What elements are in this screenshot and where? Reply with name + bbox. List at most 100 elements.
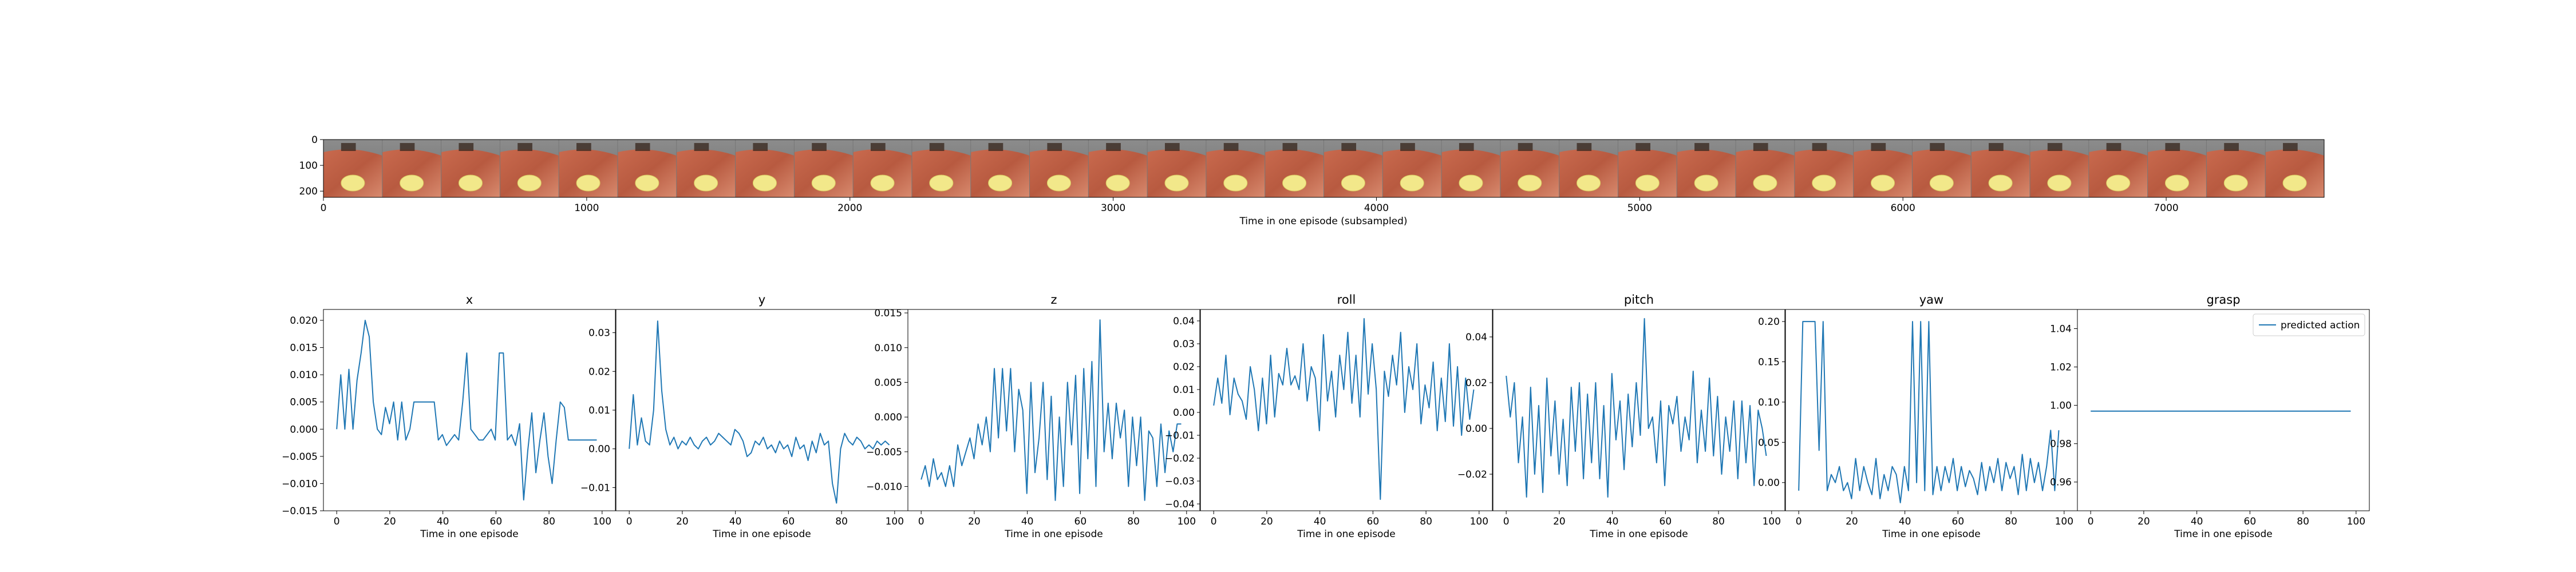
strip-x-tick-label: 6000 (1891, 202, 1915, 214)
y-tick-label: 0.00 (588, 444, 610, 455)
x-axis-label: Time in one episode (1004, 529, 1103, 540)
strip-x-ticks: 0 1000 2000 3000 4000 5000 6000 7000 (321, 197, 2179, 214)
y-tick-label: 0.96 (2050, 477, 2072, 488)
y-tick-label: 0.005 (874, 377, 902, 388)
strip-frame (852, 140, 912, 197)
y-tick-label: −0.005 (866, 447, 902, 458)
x-tick-label: 0 (334, 516, 340, 527)
strip-frame (1382, 140, 1442, 197)
strip-frame (1441, 140, 1500, 197)
x-tick-label: 100 (1763, 516, 1781, 527)
x-axis-label: Time in one episode (1589, 529, 1688, 540)
x-tick-label: 20 (1261, 516, 1273, 527)
y-tick-label: 0.98 (2050, 439, 2072, 450)
panel-pitch: pitch 0 20 40 60 80 100 −0.02 0.00 0.02 0.04 Time i… (1457, 293, 1785, 540)
y-tick-label: 0.03 (1173, 339, 1195, 350)
series-line (920, 319, 1182, 501)
strip-frame (970, 140, 1030, 197)
x-tick-label: 0 (2088, 516, 2094, 527)
x-axis-label: Time in one episode (1882, 529, 1980, 540)
x-tick-label: 40 (1021, 516, 1034, 527)
x-tick-label: 80 (1712, 516, 1725, 527)
x-tick-label: 80 (1420, 516, 1432, 527)
strip-frames (323, 140, 2324, 197)
x-tick-label: 60 (490, 516, 503, 527)
x-tick-label: 100 (2347, 516, 2365, 527)
strip-frame (793, 140, 854, 197)
episode-image-strip: 0 1000 2000 3000 4000 5000 6000 7000 0 100 200 Ti… (299, 134, 2325, 227)
x-tick-label: 0 (1796, 516, 1802, 527)
x-tick-label: 80 (543, 516, 555, 527)
strip-frame (2265, 140, 2324, 197)
y-tick-label: 0.02 (588, 366, 610, 378)
x-tick-label: 0 (918, 516, 924, 527)
panel-y: y 0 20 40 60 80 100 −0.01 0.00 0.01 0.02 0.03 Time i… (580, 293, 908, 540)
x-tick-label: 100 (886, 516, 904, 527)
panel-title: roll (1337, 293, 1356, 307)
y-tick-label: 0.00 (1465, 423, 1487, 435)
x-tick-label: 40 (2191, 516, 2203, 527)
y-tick-label: 0.10 (1758, 397, 1780, 408)
strip-y-tick-label: 0 (311, 134, 318, 146)
x-axis-label: Time in one episode (1297, 529, 1395, 540)
series-line (336, 320, 597, 500)
x-tick-label: 40 (1314, 516, 1326, 527)
panel-title: grasp (2206, 293, 2240, 307)
strip-x-tick-label: 3000 (1101, 202, 1125, 214)
strip-frame (1500, 140, 1559, 197)
strip-frame (676, 140, 736, 197)
strip-frame (1735, 140, 1795, 197)
x-tick-label: 20 (676, 516, 689, 527)
series-line (1798, 321, 2060, 503)
y-tick-label: 0.000 (874, 412, 902, 423)
x-tick-label: 60 (1074, 516, 1087, 527)
y-tick-label: −0.03 (1165, 476, 1195, 487)
strip-frame (1911, 140, 1971, 197)
panel-title: pitch (1624, 293, 1654, 307)
panel-title: y (758, 293, 765, 307)
strip-frame (1676, 140, 1736, 197)
strip-frame (1206, 140, 1265, 197)
strip-x-axis-label: Time in one episode (subsampled) (1239, 216, 1407, 227)
strip-frame (2206, 140, 2266, 197)
x-tick-label: 60 (1660, 516, 1672, 527)
y-tick-label: 1.02 (2050, 362, 2072, 374)
strip-frame (1794, 140, 1854, 197)
panel-yaw: yaw 0 20 40 60 80 100 0.00 0.05 0.10 0.15 0.20 Time … (1758, 293, 2078, 540)
x-tick-label: 60 (1367, 516, 1380, 527)
x-tick-label: 60 (2244, 516, 2257, 527)
y-tick-label: 0.01 (1173, 384, 1195, 396)
y-tick-label: 0.05 (1758, 437, 1780, 448)
strip-x-tick-label: 4000 (1364, 202, 1389, 214)
series-line (629, 320, 890, 504)
x-tick-label: 100 (593, 516, 611, 527)
strip-frame (1029, 140, 1089, 197)
y-tick-label: −0.01 (1165, 430, 1195, 442)
x-tick-label: 100 (1178, 516, 1196, 527)
panel-title: yaw (1919, 293, 1943, 307)
x-axis-label: Time in one episode (712, 529, 811, 540)
x-tick-label: 20 (2138, 516, 2150, 527)
strip-frame (2147, 140, 2207, 197)
y-tick-label: 0.20 (1758, 316, 1780, 328)
x-tick-label: 100 (1470, 516, 1488, 527)
strip-frame (1265, 140, 1324, 197)
y-tick-label: 0.01 (588, 405, 610, 416)
x-tick-label: 40 (729, 516, 742, 527)
strip-frame (441, 140, 500, 197)
x-tick-label: 80 (2005, 516, 2017, 527)
y-tick-label: −0.010 (866, 482, 902, 493)
y-tick-label: 0.010 (290, 370, 318, 381)
panel-x: x 0 20 40 60 80 100 −0.015 −0.010 −0.005 0.000 0.00… (282, 293, 616, 540)
x-tick-label: 0 (1211, 516, 1217, 527)
y-tick-label: 0.02 (1465, 378, 1487, 389)
strip-frame (2029, 140, 2089, 197)
y-tick-label: −0.04 (1165, 499, 1195, 510)
strip-frame (499, 140, 559, 197)
y-tick-label: 0.015 (290, 343, 318, 354)
strip-y-tick-label: 100 (299, 160, 318, 172)
strip-frame-border (323, 139, 2325, 198)
panel-title: x (466, 293, 473, 307)
y-tick-label: 0.00 (1758, 478, 1780, 489)
y-tick-label: 1.04 (2050, 324, 2072, 335)
